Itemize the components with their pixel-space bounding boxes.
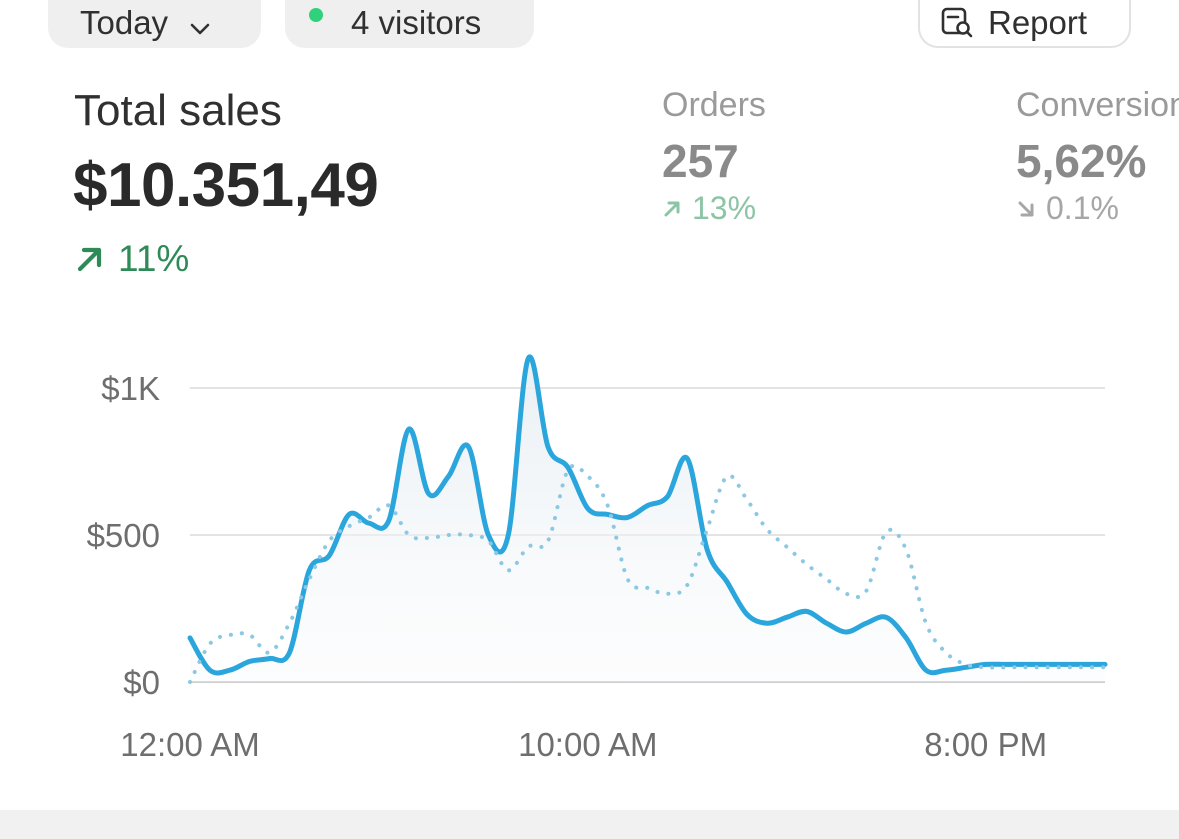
orders-value: 257	[662, 135, 739, 187]
period-selector[interactable]: Today	[48, 0, 261, 48]
conversion-change-value: 0.1%	[1046, 190, 1119, 226]
sales-series-line	[187, 354, 1108, 676]
comparison-series-line	[188, 463, 1107, 684]
chart-lines	[187, 354, 1108, 684]
bottom-bar	[0, 810, 1179, 839]
chevron-down-icon	[188, 11, 212, 35]
y-tick-label: $1K	[101, 370, 160, 407]
total-sales-change-value: 11%	[118, 238, 190, 279]
sales-line-chart: $0 $500 $1K 12:00 AM 10:00 AM 8:00 PM	[87, 354, 1108, 763]
conversion-label: Conversion	[1016, 86, 1179, 124]
live-dot-icon	[309, 8, 323, 22]
report-button[interactable]: Report	[918, 0, 1131, 48]
x-tick-label: 8:00 PM	[924, 726, 1047, 763]
x-tick-label: 10:00 AM	[518, 726, 657, 763]
conversion-value: 5,62%	[1016, 135, 1147, 187]
chart-area	[190, 356, 1105, 682]
orders-change-value: 13%	[692, 190, 757, 226]
total-sales-change: 11%	[74, 238, 189, 280]
visitors-label: 4 visitors	[351, 4, 482, 41]
chart-labels: $0 $500 $1K 12:00 AM 10:00 AM 8:00 PM	[87, 370, 1048, 763]
live-visitors-badge[interactable]: 4 visitors	[285, 0, 534, 48]
orders-change: 13%	[662, 190, 756, 227]
orders-label: Orders	[662, 86, 766, 124]
arrow-up-right-icon	[77, 247, 102, 272]
series-area	[190, 356, 1105, 682]
total-sales-label: Total sales	[74, 86, 282, 135]
x-tick-label: 12:00 AM	[120, 726, 259, 763]
report-search-icon	[940, 6, 974, 40]
arrow-down-right-icon	[1018, 201, 1034, 216]
arrow-up-right-icon	[664, 201, 680, 216]
report-label: Report	[988, 4, 1088, 41]
conversion-change: 0.1%	[1016, 190, 1119, 227]
period-label: Today	[80, 4, 169, 41]
y-tick-label: $0	[123, 664, 160, 701]
total-sales-value: $10.351,49	[73, 151, 379, 220]
y-tick-label: $500	[87, 517, 160, 554]
